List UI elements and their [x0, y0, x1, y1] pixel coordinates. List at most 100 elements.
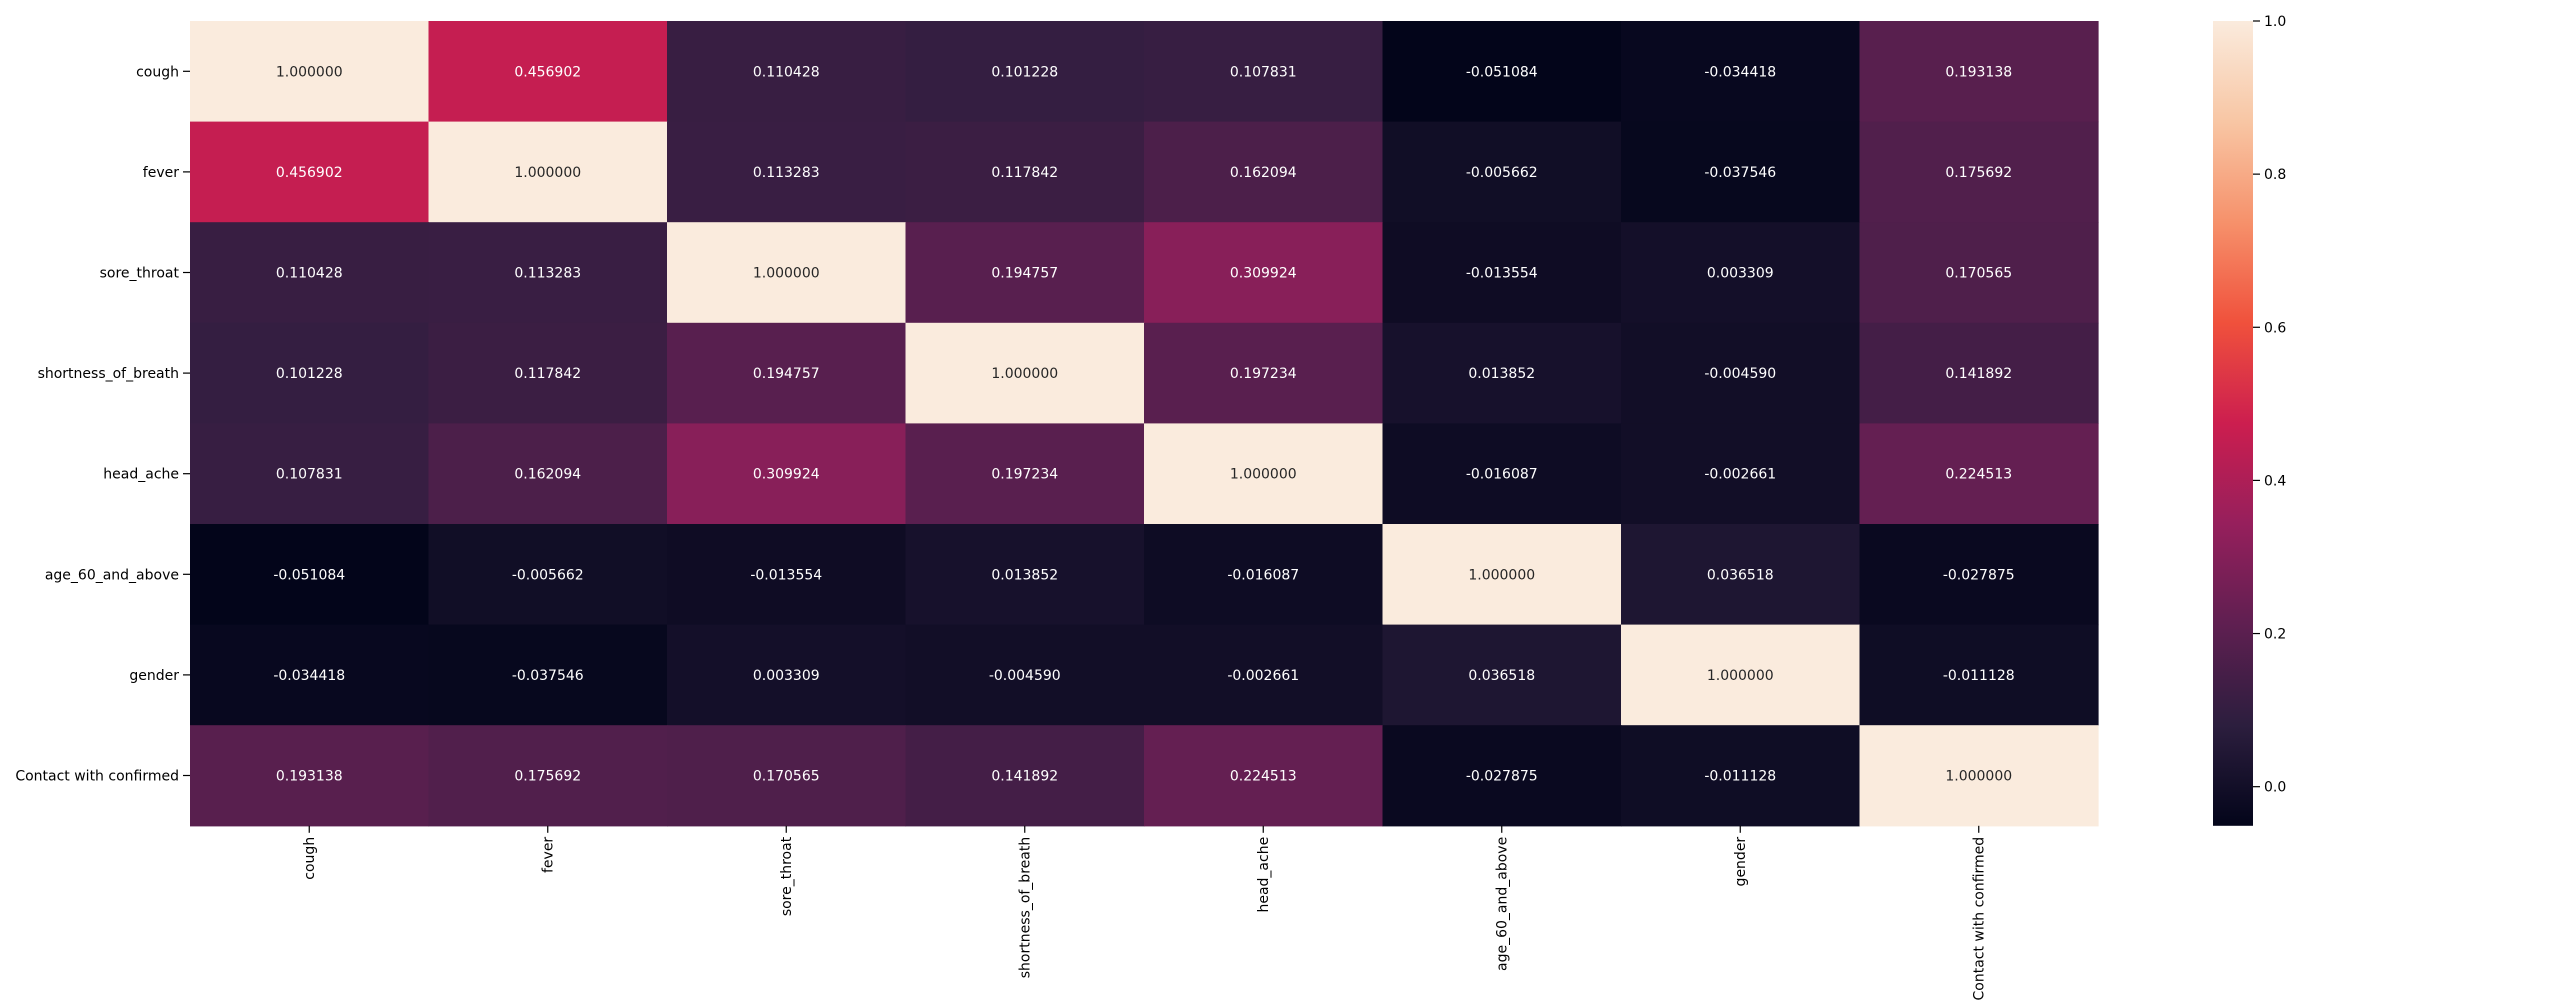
- heatmap-cell-head-ache-shortness-of-breath: [905, 423, 1145, 525]
- heatmap-cell-fever-contact-with-confirmed: [1859, 121, 2099, 223]
- cell-value-label: 0.101228: [991, 64, 1058, 80]
- cell-value-label: 0.309924: [1230, 266, 1297, 282]
- column-tick-labels: cough fever sore_throat shortness_of_breath…: [302, 825, 1988, 1001]
- column-label-shortness-of-breath: shortness_of_breath: [1018, 837, 1034, 978]
- heatmap-cell-gender-age-60-and-above: [1382, 624, 1622, 726]
- row-label-cough: cough: [136, 64, 179, 80]
- cell-value-label: -0.013554: [1466, 266, 1538, 282]
- cell-value-label: 0.175692: [514, 769, 581, 785]
- heatmap-cell-fever-fever: [428, 121, 668, 223]
- cell-value-label: 0.224513: [1945, 467, 2012, 483]
- cell-value-label: 0.110428: [276, 266, 343, 282]
- heatmap-cell-shortness-of-breath-head-ache: [1144, 322, 1384, 424]
- heatmap-cell-head-ache-contact-with-confirmed: [1859, 423, 2099, 525]
- row-label-fever: fever: [143, 165, 179, 181]
- heatmap-cell-gender-sore-throat: [667, 624, 907, 726]
- heatmap-cell-contact-with-confirmed-sore-throat: [667, 725, 907, 827]
- heatmap-cell-fever-gender: [1621, 121, 1861, 223]
- cell-value-label: 0.309924: [753, 467, 820, 483]
- cell-value-label: 0.456902: [514, 64, 581, 80]
- heatmap-cell-shortness-of-breath-sore-throat: [667, 322, 907, 424]
- cell-value-label: -0.027875: [1466, 769, 1538, 785]
- heatmap-cell-gender-gender: [1621, 624, 1861, 726]
- cell-value-label: -0.013554: [750, 567, 822, 583]
- column-label-sore-throat: sore_throat: [779, 836, 795, 916]
- colorbar-tick-label: 0.2: [2264, 627, 2286, 643]
- cell-value-label: 0.107831: [1230, 64, 1297, 80]
- cell-value-label: -0.005662: [512, 567, 584, 583]
- heatmap-cell-shortness-of-breath-fever: [428, 322, 668, 424]
- row-label-sore-throat: sore_throat: [100, 266, 180, 282]
- column-label-age-60-and-above: age_60_and_above: [1495, 837, 1511, 971]
- cell-value-label: 0.162094: [514, 467, 581, 483]
- cell-value-label: -0.034418: [1704, 64, 1776, 80]
- cell-value-label: 0.193138: [276, 769, 343, 785]
- heatmap-cell-age-60-and-above-sore-throat: [667, 524, 907, 626]
- cell-value-label: 0.194757: [753, 366, 820, 382]
- cell-value-label: 0.141892: [1945, 366, 2012, 382]
- heatmap-cell-shortness-of-breath-gender: [1621, 322, 1861, 424]
- column-label-contact-with-confirmed: Contact with confirmed: [1972, 837, 1988, 1001]
- heatmap-cell-sore-throat-gender: [1621, 222, 1861, 324]
- column-label-cough: cough: [302, 837, 318, 880]
- cell-value-label: -0.027875: [1943, 567, 2015, 583]
- heatmap-cell-sore-throat-age-60-and-above: [1382, 222, 1622, 324]
- colorbar-tick-label: 0.8: [2264, 167, 2286, 183]
- heatmap-cells: [190, 21, 2099, 827]
- cell-value-label: 1.000000: [514, 165, 581, 181]
- heatmap-cell-head-ache-age-60-and-above: [1382, 423, 1622, 525]
- cell-value-label: 0.003309: [753, 668, 820, 684]
- heatmap-cell-head-ache-head-ache: [1144, 423, 1384, 525]
- heatmap-cell-gender-shortness-of-breath: [905, 624, 1145, 726]
- heatmap-cell-shortness-of-breath-shortness-of-breath: [905, 322, 1145, 424]
- colorbar-tick-label: 0.0: [2264, 780, 2286, 796]
- cell-value-label: 1.000000: [991, 366, 1058, 382]
- column-label-head-ache: head_ache: [1256, 837, 1272, 913]
- cell-value-label: 0.456902: [276, 165, 343, 181]
- heatmap-cell-contact-with-confirmed-shortness-of-breath: [905, 725, 1145, 827]
- cell-value-label: 0.036518: [1468, 668, 1535, 684]
- cell-value-label: 0.170565: [753, 769, 820, 785]
- row-label-shortness-of-breath: shortness_of_breath: [38, 366, 179, 382]
- cell-value-label: 0.113283: [514, 266, 581, 282]
- colorbar-tick-label: 0.4: [2264, 473, 2286, 489]
- heatmap-cell-gender-head-ache: [1144, 624, 1384, 726]
- cell-value-label: 1.000000: [753, 266, 820, 282]
- colorbar-tick-label: 0.6: [2264, 320, 2286, 336]
- cell-value-label: -0.016087: [1227, 567, 1299, 583]
- heatmap-cell-contact-with-confirmed-head-ache: [1144, 725, 1384, 827]
- heatmap-cell-cough-sore-throat: [667, 21, 907, 123]
- cell-value-label: 0.170565: [1945, 266, 2012, 282]
- heatmap-cell-contact-with-confirmed-contact-with-confirmed: [1859, 725, 2099, 827]
- cell-value-labels: 1.000000 0.456902 0.110428 0.101228 0.107831…: [273, 64, 2014, 784]
- cell-value-label: 1.000000: [276, 64, 343, 80]
- cell-value-label: 0.117842: [514, 366, 581, 382]
- cell-value-label: -0.005662: [1466, 165, 1538, 181]
- row-tick-labels: cough fever sore_throat shortness_of_breath…: [15, 64, 190, 785]
- heatmap-cell-cough-head-ache: [1144, 21, 1384, 123]
- cell-value-label: 0.193138: [1945, 64, 2012, 80]
- heatmap-cell-sore-throat-head-ache: [1144, 222, 1384, 324]
- cell-value-label: 0.013852: [991, 567, 1058, 583]
- cell-value-label: -0.034418: [273, 668, 345, 684]
- row-label-head-ache: head_ache: [103, 467, 179, 483]
- colorbar-gradient: [2213, 21, 2253, 826]
- cell-value-label: -0.016087: [1466, 467, 1538, 483]
- cell-value-label: 0.224513: [1230, 769, 1297, 785]
- heatmap-cell-sore-throat-contact-with-confirmed: [1859, 222, 2099, 324]
- cell-value-label: -0.002661: [1227, 668, 1299, 684]
- heatmap-cell-shortness-of-breath-contact-with-confirmed: [1859, 322, 2099, 424]
- cell-value-label: -0.011128: [1704, 769, 1776, 785]
- heatmap-cell-sore-throat-shortness-of-breath: [905, 222, 1145, 324]
- heatmap-cell-contact-with-confirmed-cough: [190, 725, 430, 827]
- heatmap-cell-contact-with-confirmed-fever: [428, 725, 668, 827]
- cell-value-label: -0.037546: [512, 668, 584, 684]
- heatmap-cell-cough-age-60-and-above: [1382, 21, 1622, 123]
- heatmap-cell-age-60-and-above-gender: [1621, 524, 1861, 626]
- heatmap-cell-cough-contact-with-confirmed: [1859, 21, 2099, 123]
- heatmap-cell-head-ache-sore-throat: [667, 423, 907, 525]
- heatmap-cell-sore-throat-cough: [190, 222, 430, 324]
- heatmap-cell-gender-contact-with-confirmed: [1859, 624, 2099, 726]
- cell-value-label: 0.197234: [991, 467, 1058, 483]
